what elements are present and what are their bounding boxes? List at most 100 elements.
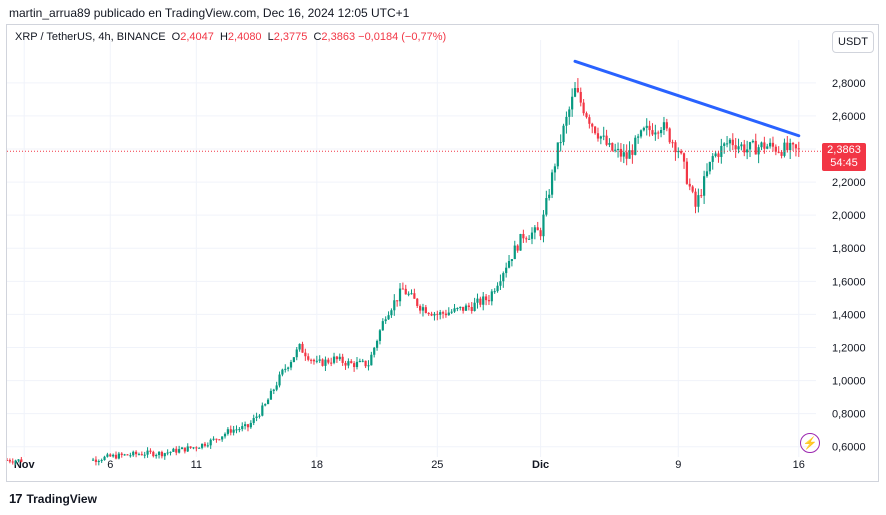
candle-down (668, 128, 671, 143)
candle-up (740, 144, 743, 147)
candle-down (780, 151, 783, 156)
candle-down (594, 126, 597, 134)
candle-up (634, 137, 637, 155)
candle-up (378, 330, 382, 341)
candle-up (439, 312, 442, 315)
candle-down (522, 233, 525, 239)
x-tick-label: 6 (107, 459, 113, 471)
candle-up (186, 446, 189, 452)
candle-up (375, 340, 379, 348)
candle-down (576, 88, 579, 92)
lightning-icon[interactable]: ⚡ (800, 433, 820, 453)
candle-up (410, 293, 413, 295)
candle-up (502, 273, 505, 282)
candle-up (493, 291, 496, 293)
last-price-tag: 2,3863 54:45 (822, 143, 866, 171)
candle-up (232, 429, 235, 433)
candle-down (175, 448, 178, 453)
candle-down (364, 360, 367, 367)
candle-up (129, 455, 132, 457)
candle-up (565, 116, 568, 126)
candle-up (390, 310, 393, 316)
candle-up (212, 438, 215, 440)
candle-down (444, 313, 448, 316)
candle-down (424, 307, 427, 313)
candle-down (682, 153, 686, 162)
y-tick-label: 2,8000 (832, 78, 866, 90)
candle-up (507, 260, 511, 268)
candle-up (332, 356, 336, 363)
candle-up (387, 315, 390, 320)
x-tick-label: 9 (675, 459, 681, 471)
candle-up (244, 424, 247, 427)
candle-up (459, 306, 462, 308)
candle-down (353, 363, 356, 368)
candle-up (123, 454, 126, 456)
candle-up (608, 142, 611, 145)
candle-up (315, 360, 318, 362)
y-tick-label: 2,2000 (832, 177, 866, 189)
candle-down (94, 459, 98, 462)
candle-down (734, 145, 737, 150)
candle-up (737, 146, 740, 150)
candle-down (312, 359, 316, 362)
candle-up (295, 349, 298, 358)
candle-up (192, 447, 195, 449)
currency-button[interactable]: USDT (832, 31, 874, 53)
candle-down (484, 296, 488, 301)
candle-down (777, 151, 780, 153)
candle-up (476, 298, 479, 303)
candle-up (789, 142, 792, 151)
candle-up (548, 194, 551, 199)
x-tick-label: 18 (311, 459, 323, 471)
candle-up (510, 259, 514, 261)
candle-up (275, 385, 278, 390)
candle-down (430, 313, 433, 316)
candle-up (499, 281, 502, 286)
candle-up (178, 449, 181, 453)
candle-down (321, 359, 324, 366)
candle-up (677, 151, 680, 153)
candle-down (763, 142, 766, 149)
x-tick-label: 25 (431, 459, 443, 471)
candle-down (109, 454, 112, 457)
symbol-name[interactable]: XRP / TetherUS, 4h, BINANCE (15, 31, 166, 43)
candle-up (17, 459, 20, 461)
candle-up (112, 454, 115, 457)
candle-up (553, 166, 557, 173)
candle-up (155, 455, 158, 457)
candle-down (120, 453, 123, 455)
candle-down (731, 139, 734, 146)
candle-down (525, 238, 528, 240)
candle-up (266, 399, 270, 405)
candle-up (298, 343, 301, 350)
candle-up (513, 245, 516, 260)
candle-down (11, 461, 14, 463)
candle-up (100, 460, 103, 462)
candle-up (530, 232, 534, 239)
candle-down (479, 298, 482, 305)
candle-up (338, 356, 341, 360)
candle-down (674, 142, 677, 153)
low-label: L (267, 31, 274, 43)
candle-down (195, 447, 198, 449)
candle-up (473, 302, 476, 311)
candle-up (370, 354, 373, 366)
candle-down (114, 454, 118, 459)
publisher-header: martin_arrua89 publicado en TradingView.… (9, 6, 410, 20)
candle-up (505, 267, 508, 274)
candle-up (367, 365, 370, 367)
candle-down (754, 140, 757, 155)
candle-up (117, 453, 120, 459)
candle-up (645, 125, 648, 128)
bar-countdown: 54:45 (830, 157, 858, 169)
y-tick-label: 2,0000 (832, 210, 866, 222)
candle-up (545, 198, 548, 215)
candle-up (163, 453, 166, 457)
candle-down (487, 300, 491, 302)
candle-up (464, 305, 468, 311)
candle-up (703, 176, 706, 196)
candle-down (327, 359, 330, 363)
candle-up (235, 429, 238, 431)
